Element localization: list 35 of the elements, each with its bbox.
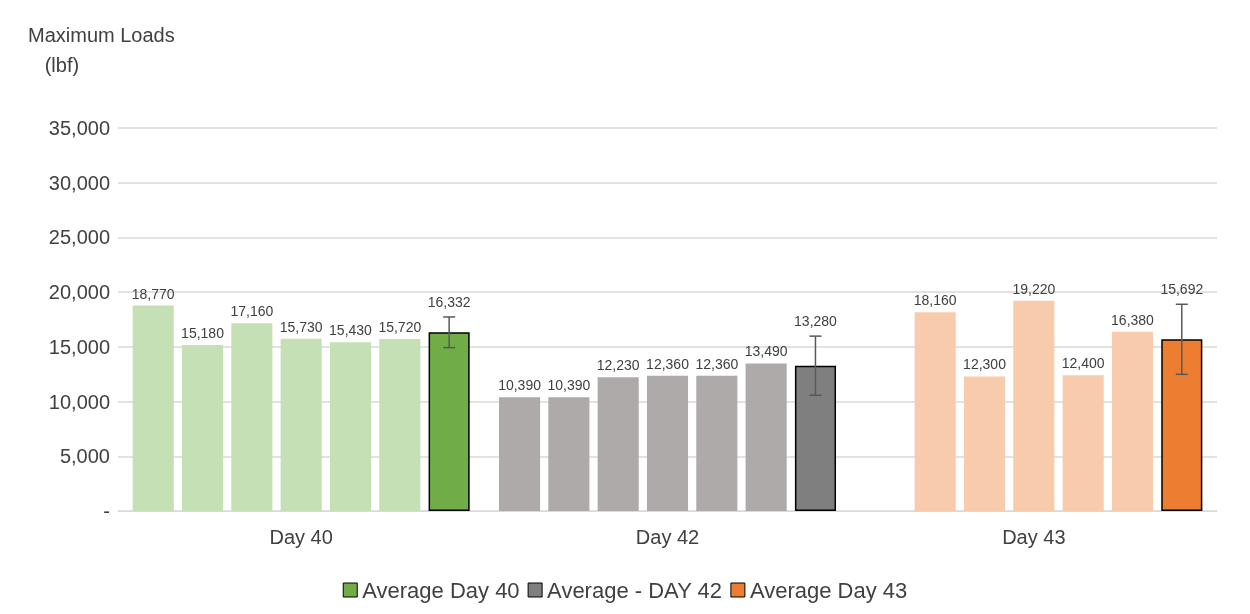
data-label: 13,490 (744, 343, 788, 360)
y-tick-label: 35,000 (48, 117, 110, 139)
data-label: 12,300 (963, 356, 1007, 373)
data-label: 15,692 (1160, 281, 1204, 298)
data-label: 12,360 (695, 355, 739, 372)
y-axis-title: Maximum Loads (lbf) (28, 24, 175, 76)
x-tick-label: Day 43 (1002, 526, 1066, 548)
data-label: 16,332 (427, 293, 471, 310)
y-tick-label: 30,000 (48, 171, 110, 194)
data-label: 12,400 (1061, 355, 1105, 372)
y-tick-label: 25,000 (48, 226, 110, 249)
data-label: 10,390 (547, 377, 591, 394)
data-label: 15,180 (181, 324, 225, 341)
data-label: 10,390 (498, 377, 542, 394)
y-tick-label: 20,000 (48, 281, 110, 304)
data-label: 12,230 (596, 357, 640, 374)
data-label: 15,720 (378, 318, 422, 335)
data-label: 15,730 (279, 318, 323, 335)
data-label: 16,380 (1111, 311, 1155, 328)
legend-label: Average Day 43 (749, 577, 908, 603)
data-label: 12,360 (646, 355, 690, 372)
legend-label: Average - DAY 42 (547, 577, 722, 603)
x-tick-label: Day 42 (635, 526, 700, 548)
data-label: 13,280 (794, 313, 838, 330)
y-tick-label: 15,000 (48, 335, 110, 358)
data-label: 18,770 (131, 285, 175, 302)
y-tick-label: - (103, 500, 110, 522)
y-tick-label: 5,000 (59, 445, 110, 468)
data-label: 19,220 (1012, 280, 1056, 297)
legend-label: Average Day 40 (362, 577, 520, 603)
x-tick-label: Day 40 (269, 526, 333, 548)
data-label: 17,160 (230, 303, 274, 320)
y-tick-label: 10,000 (48, 390, 110, 413)
data-label: 18,160 (913, 292, 957, 309)
data-label: 15,430 (329, 322, 373, 339)
